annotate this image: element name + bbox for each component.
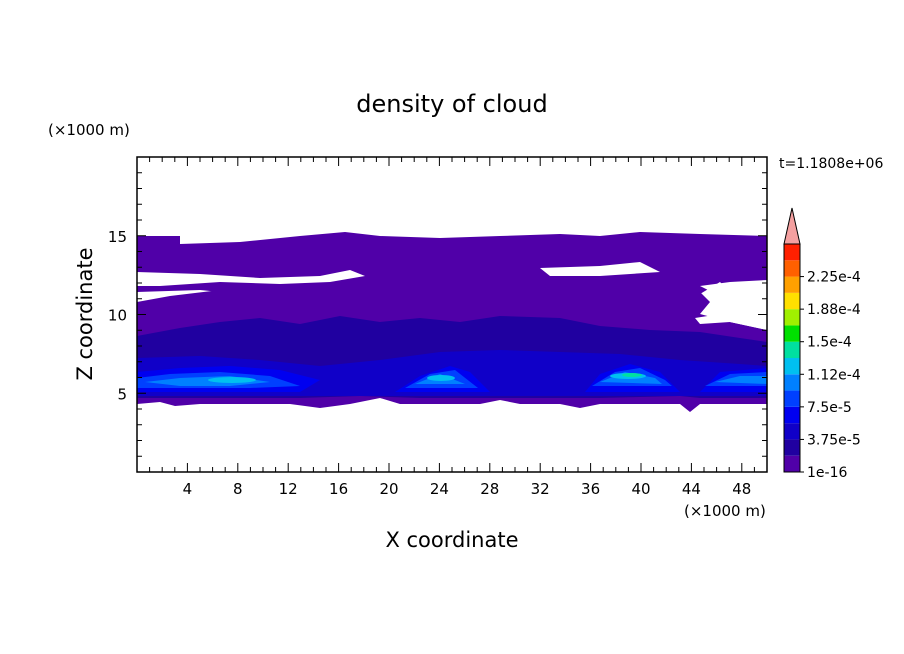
colorbar-extend-arrow (783, 207, 801, 245)
colorbar-swatch (784, 244, 800, 261)
clear-gap-2 (700, 280, 767, 304)
colorbar-swatch (784, 374, 800, 391)
colorbar-swatch (784, 309, 800, 326)
x-tick-label: 16 (329, 480, 348, 498)
colorbar-swatch (784, 325, 800, 342)
x-tick-label: 44 (682, 480, 701, 498)
cloud-core-3-peak (622, 373, 642, 377)
clear-gap-4 (540, 262, 660, 276)
colorbar-label: 1e-16 (807, 465, 847, 481)
clear-gap-1 (137, 270, 365, 286)
y-tick-label: 10 (108, 307, 127, 325)
chart-title: density of cloud (356, 90, 547, 118)
colorbar-swatch (784, 455, 800, 472)
colorbar: 1e-16 3.75e-5 7.5e-5 1.12e-4 1.5e-4 1.88e-4 2.… (783, 207, 861, 481)
x-tick-label: 32 (531, 480, 550, 498)
x-unit-label: (×1000 m) (684, 502, 766, 520)
colorbar-label: 3.75e-5 (807, 432, 861, 448)
y-tick-label: 5 (117, 385, 127, 403)
time-label: t=1.1808e+06 (779, 156, 883, 172)
cloud-core-shade-6 (145, 372, 767, 386)
clear-gap-3 (695, 314, 767, 330)
x-tick-label: 8 (233, 480, 243, 498)
colorbar-swatch (784, 276, 800, 293)
x-tick-label: 20 (379, 480, 398, 498)
colorbar-swatch (784, 260, 800, 277)
x-tick-label: 4 (183, 480, 193, 498)
x-tick-label: 28 (480, 480, 499, 498)
y-axis-label: Z coordinate (73, 247, 97, 380)
cloud-core-1 (208, 377, 256, 383)
colorbar-swatch (784, 292, 800, 310)
upper-cloud-band-2 (137, 248, 767, 296)
colorbar-swatch (784, 390, 800, 407)
colorbar-label: 1.88e-4 (807, 302, 861, 318)
colorbar-swatch (784, 406, 800, 424)
x-tick-label: 40 (631, 480, 650, 498)
colorbar-swatch (784, 341, 800, 358)
colorbar-label: 2.25e-4 (807, 270, 861, 286)
y-tick-label: 15 (108, 228, 127, 246)
x-tick-label: 36 (581, 480, 600, 498)
x-axis-ticks: 4 8 12 16 20 24 28 32 36 40 44 48 (149, 157, 755, 498)
colorbar-swatch (784, 423, 800, 440)
y-axis-ticks: 5 10 15 (108, 172, 767, 457)
colorbar-swatch (784, 439, 800, 456)
x-tick-label: 24 (430, 480, 449, 498)
colorbar-label: 1.12e-4 (807, 367, 861, 383)
colorbar-swatch (784, 358, 800, 375)
colorbar-label: 7.5e-5 (807, 400, 852, 416)
y-unit-label: (×1000 m) (48, 121, 130, 139)
cloud-core-2 (427, 375, 455, 381)
x-tick-label: 48 (732, 480, 751, 498)
x-tick-label: 12 (279, 480, 298, 498)
contour-field (137, 232, 767, 412)
colorbar-frame (783, 243, 801, 473)
x-axis-label: X coordinate (385, 528, 518, 552)
colorbar-label: 1.5e-4 (807, 335, 852, 351)
